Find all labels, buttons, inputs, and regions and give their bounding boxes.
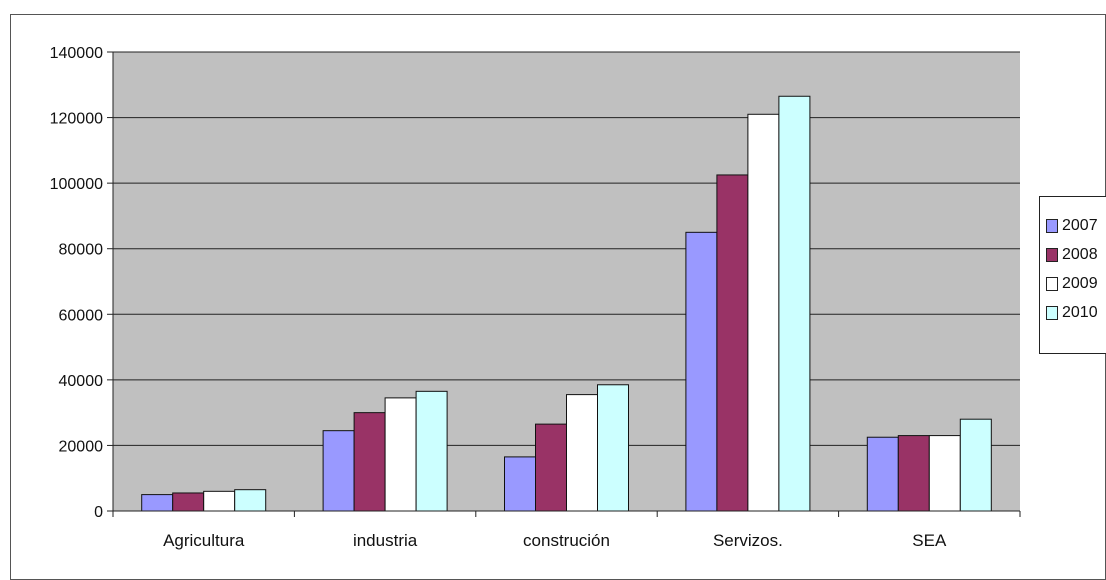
bar-2009-3 [747, 113, 780, 512]
y-tick-label: 60000 [59, 307, 104, 324]
y-tick-label: 20000 [59, 438, 104, 455]
bar-2009-1 [384, 397, 417, 512]
legend-item-2008: 2008 [1046, 240, 1106, 269]
gridlines [113, 51, 1020, 446]
y-axis-ticks: 0 20000 40000 60000 80000 100000 120000 140000 [50, 45, 113, 521]
legend-label-2007: 2007 [1062, 216, 1098, 234]
bar-2009-0 [203, 490, 236, 512]
legend: 2007 2008 2009 2010 [1039, 196, 1106, 354]
bars [141, 95, 992, 512]
bar-2010-4 [959, 418, 992, 512]
legend-label-2008: 2008 [1062, 245, 1098, 263]
y-tick-label: 40000 [59, 373, 104, 390]
bar-2008-2 [535, 423, 567, 512]
legend-swatch-2007 [1046, 218, 1058, 233]
legend-label-2009: 2009 [1062, 274, 1098, 292]
x-tick-label: Servizos. [713, 531, 783, 550]
x-tick-label: industria [353, 531, 418, 550]
x-tick-label: Agricultura [163, 531, 245, 550]
legend-swatch-2008 [1046, 247, 1058, 262]
legend-label-2010: 2010 [1062, 303, 1098, 321]
legend-swatch-2010 [1046, 305, 1058, 320]
bar-2007-0 [141, 494, 174, 512]
legend-item-2010: 2010 [1046, 298, 1106, 327]
legend-item-2009: 2009 [1046, 269, 1106, 298]
bar-2007-3 [685, 231, 718, 512]
bar-2008-3 [716, 174, 749, 512]
bar-2010-2 [597, 384, 629, 512]
x-axis-ticks: Agricultura industria construción Servizos.… [112, 511, 1021, 550]
y-tick-label: 100000 [50, 176, 103, 193]
bar-2008-4 [897, 435, 930, 512]
bar-2010-0 [234, 489, 267, 512]
bar-2009-4 [928, 435, 961, 512]
bar-2009-2 [566, 394, 598, 512]
legend-swatch-2009 [1046, 276, 1058, 291]
bar-2008-1 [353, 412, 386, 512]
bar-2008-0 [172, 492, 205, 512]
bar-2010-1 [415, 390, 448, 512]
bar-2007-4 [866, 436, 899, 512]
x-tick-label: SEA [912, 531, 947, 550]
y-tick-label: 80000 [59, 242, 104, 259]
y-tick-label: 140000 [50, 45, 103, 62]
bar-2007-1 [322, 430, 355, 512]
legend-item-2007: 2007 [1046, 211, 1106, 240]
bar-2007-2 [504, 456, 536, 512]
y-tick-label: 0 [94, 504, 103, 521]
bar-2010-3 [778, 95, 811, 512]
x-tick-label: construción [523, 531, 610, 550]
y-tick-label: 120000 [50, 111, 103, 128]
